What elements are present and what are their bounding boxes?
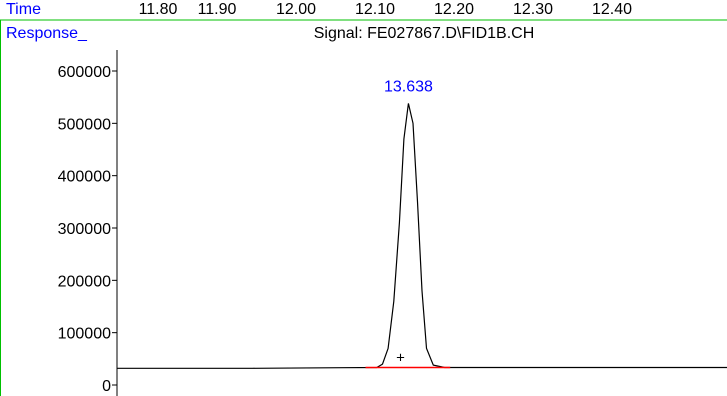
response-label: Response_ [6, 25, 88, 42]
y-tick-label: 100000 [58, 326, 111, 343]
y-tick-label: 500000 [58, 116, 111, 133]
time-tick: 12.10 [355, 1, 395, 18]
signal-trace [117, 103, 727, 369]
peak-label: 13.638 [384, 78, 433, 95]
time-tick: 12.30 [513, 1, 553, 18]
time-tick: 11.80 [139, 1, 178, 18]
plot-area: 13.638 + [117, 78, 727, 369]
y-tick-label: 0 [102, 378, 111, 395]
y-tick-label: 400000 [58, 169, 111, 186]
time-tick: 12.40 [592, 1, 632, 18]
time-tick: 12.00 [276, 1, 316, 18]
time-strip: Time 11.80 11.90 12.00 12.10 12.20 12.30… [6, 1, 632, 18]
plus-marker: + [396, 349, 405, 366]
y-tick-label: 200000 [58, 273, 111, 290]
time-tick: 12.20 [434, 1, 474, 18]
time-label: Time [6, 1, 41, 18]
y-tick-label: 600000 [58, 64, 111, 81]
signal-title: Signal: FE027867.D\FID1B.CH [314, 25, 535, 42]
y-axis: 0 100000 200000 300000 400000 500000 600000 [58, 50, 118, 396]
y-tick-label: 300000 [58, 221, 111, 238]
time-tick: 11.90 [198, 1, 237, 18]
